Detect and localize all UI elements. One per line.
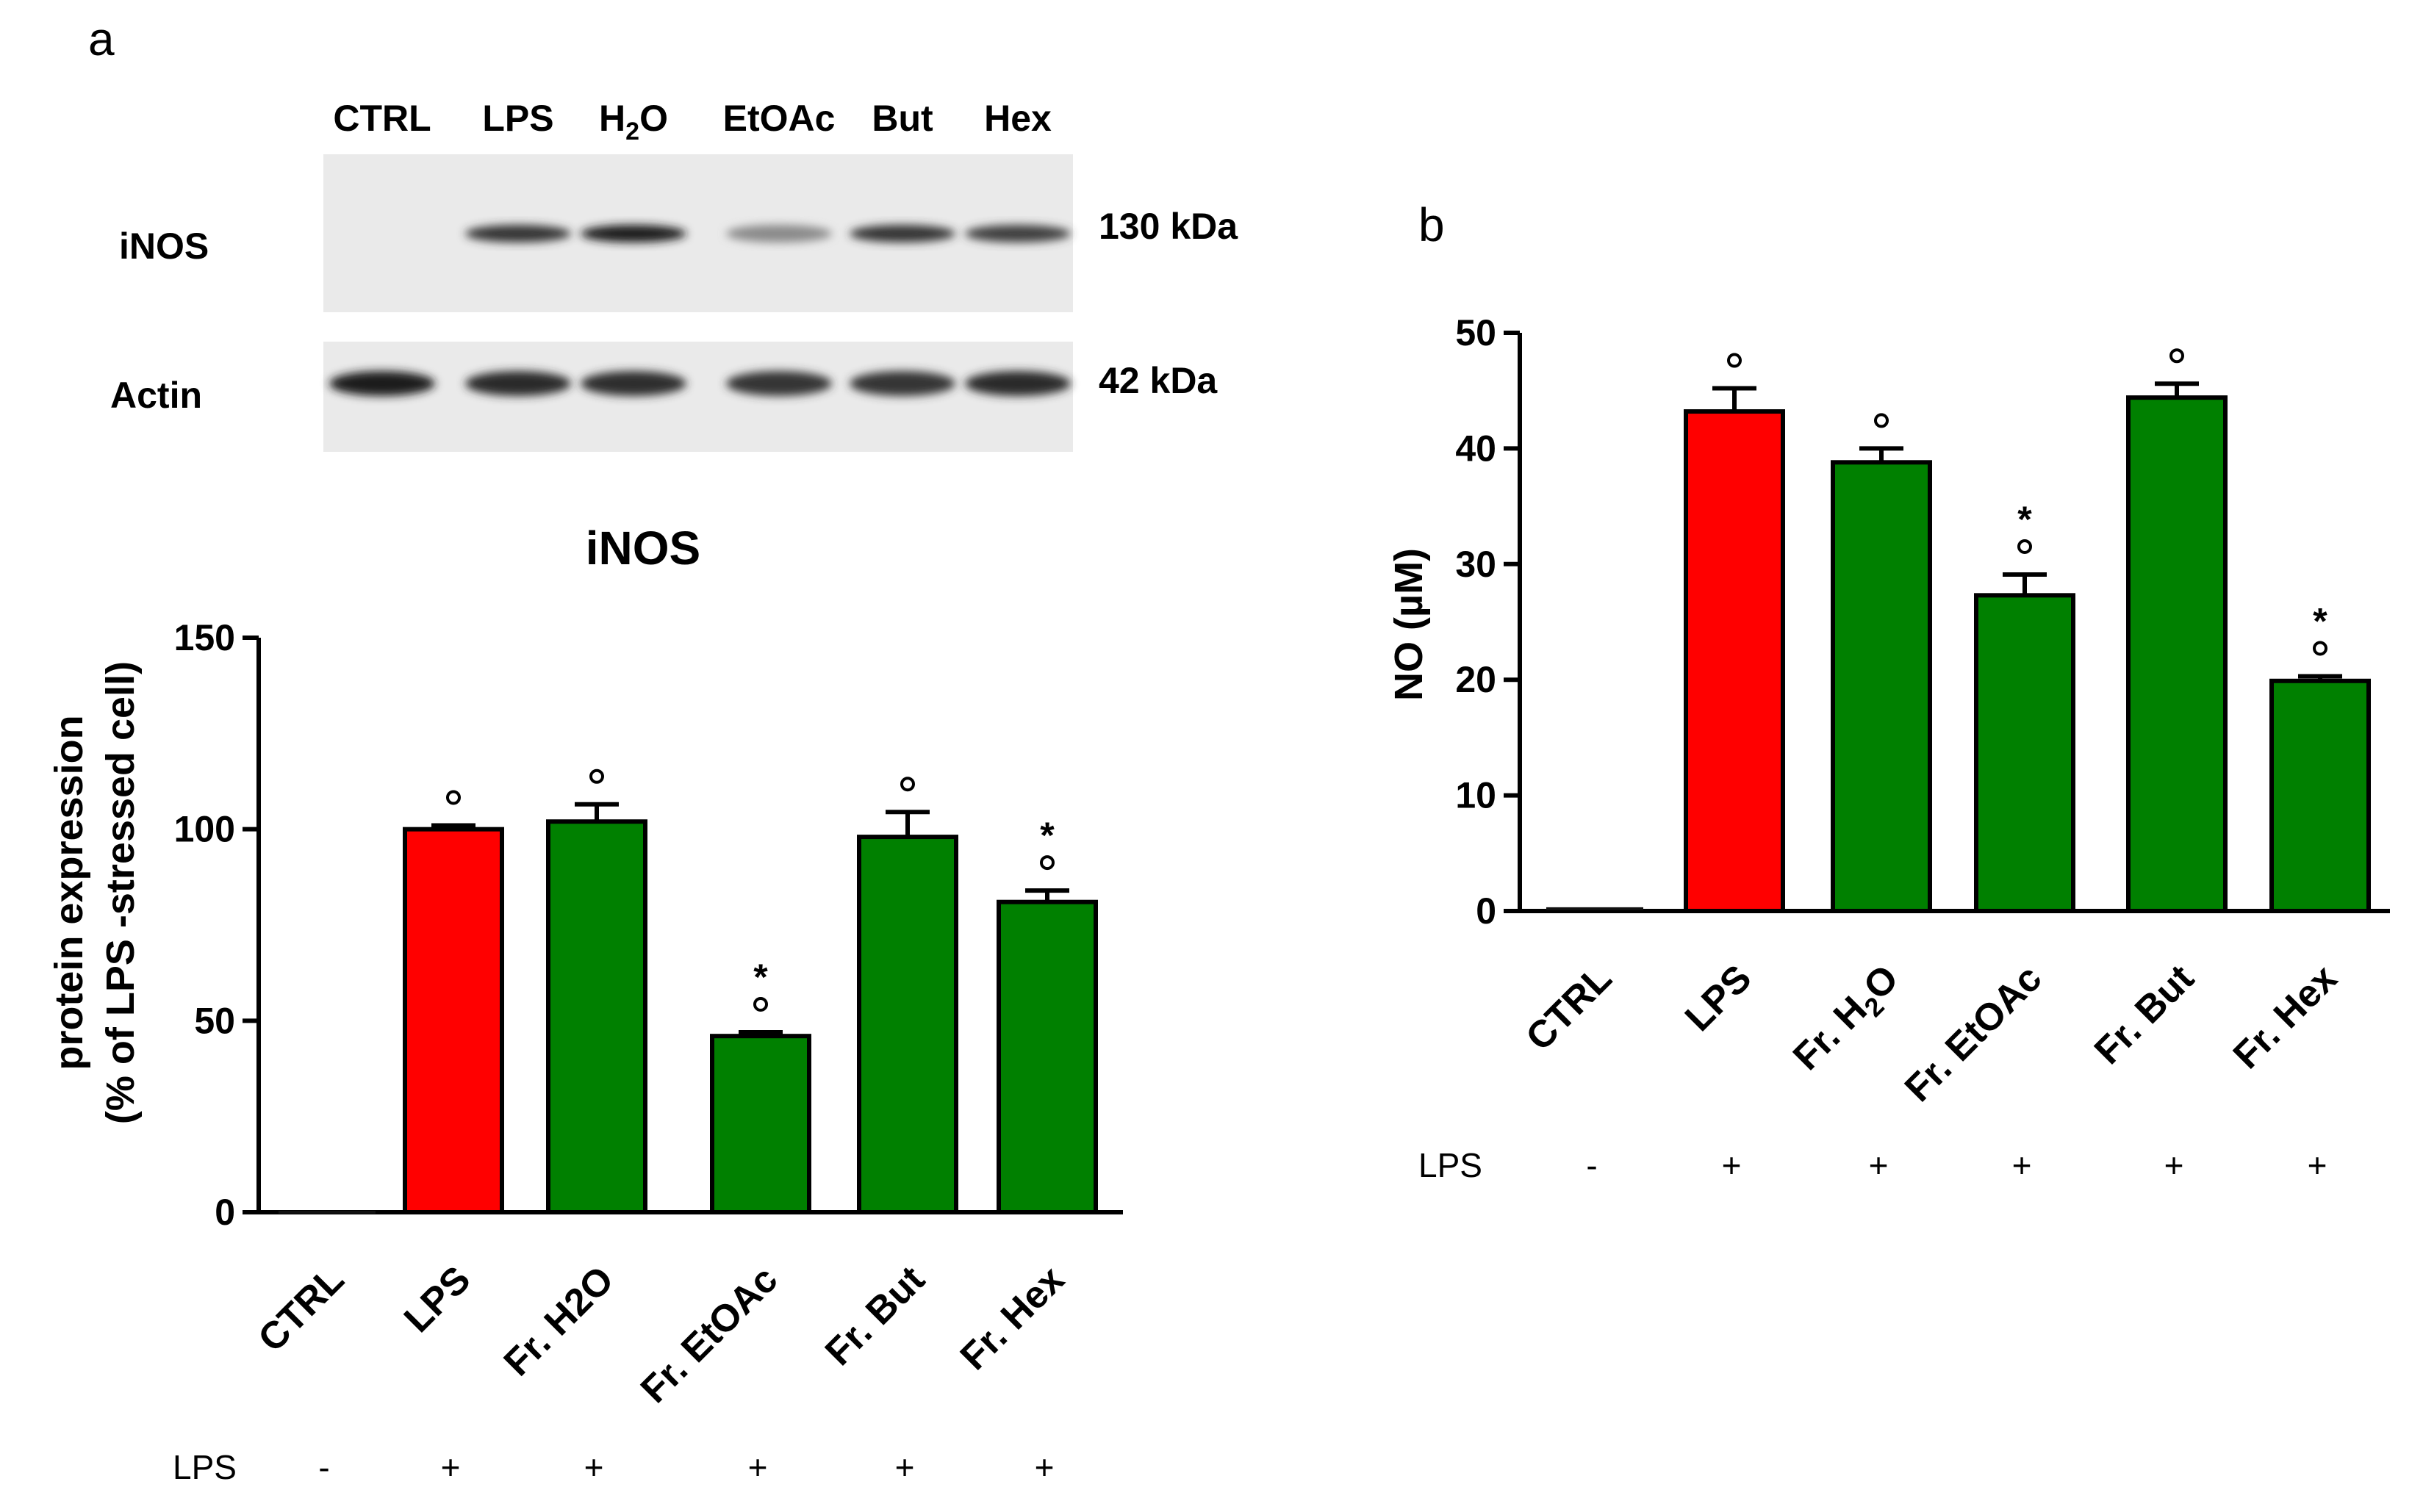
chart-b-ytick-label: 50 (1455, 312, 1496, 353)
chart-b-lps-sign-2: + (1869, 1146, 1889, 1184)
chart-b-xtick-label-5: Fr. Hex (2225, 957, 2346, 1077)
chart-b-xtick-label-2: Fr. H2O (1785, 957, 1911, 1082)
chart-a-circle-marker-1 (446, 790, 461, 805)
chart-b-bar-5 (2269, 678, 2371, 913)
chart-a-star-marker-5: * (1040, 815, 1055, 856)
chart-b-ytick-label: 30 (1455, 544, 1496, 585)
lane-label-lps: LPS (482, 98, 553, 139)
chart-b-circle-marker-4 (2169, 348, 2184, 364)
panel-a-label: a (88, 12, 115, 65)
inos-band-2 (581, 225, 686, 242)
blot-lane-labels: CTRL LPS H2O EtOAc But Hex (333, 98, 1052, 145)
chart-a-xtick-label-3: Fr. EtOAc (633, 1258, 786, 1411)
inos-band-5 (965, 225, 1071, 242)
chart-a-lps-sign-5: + (1035, 1448, 1055, 1486)
chart-a-ytick-label: 100 (174, 809, 235, 850)
chart-a-lps-sign-4: + (895, 1448, 915, 1486)
chart-a-lps-sign-1: + (441, 1448, 461, 1486)
actin-band-4 (850, 371, 955, 396)
chart-a-star-marker-3: * (753, 957, 768, 998)
inos-bands (465, 225, 1071, 242)
chart-a-circle-marker-2 (589, 768, 604, 784)
chart-b-ylabel: NO (µM) (1387, 548, 1431, 701)
lane-label-ctrl: CTRL (333, 98, 431, 139)
chart-b-lps-sign-5: + (2308, 1146, 2327, 1184)
actin-band-5 (965, 371, 1071, 396)
inos-chart: iNOS protein expression (% of LPS -stres… (47, 522, 1123, 1486)
blot-row-label-actin: Actin (110, 375, 202, 416)
inos-band-3 (726, 225, 832, 242)
kda-label-actin: 42 kDa (1099, 360, 1218, 401)
lane-label-but: But (872, 98, 933, 139)
chart-a-lps-sign-2: + (584, 1448, 604, 1486)
chart-b-ytick-label: 20 (1455, 659, 1496, 700)
chart-b-xtick-label-4: Fr. But (2086, 957, 2202, 1072)
kda-label-inos: 130 kDa (1099, 206, 1238, 247)
chart-b-xtick-label-3: Fr. EtOAc (1897, 957, 2050, 1110)
chart-b-bar-3 (1974, 593, 2075, 913)
chart-a-lps-row-label: LPS (173, 1448, 237, 1486)
no-chart: NO (µM) 0 10 20 30 40 50 CTRL - LPS + Fr. H2O + * Fr.… (1387, 312, 2390, 1184)
chart-b-circle-marker-3 (2017, 539, 2032, 554)
chart-a-xtick-label-0: CTRL (250, 1258, 352, 1360)
actin-band-3 (726, 371, 832, 396)
actin-bands (329, 371, 1071, 396)
actin-band-1 (465, 371, 571, 396)
chart-a-circle-marker-3 (753, 996, 768, 1012)
chart-a-ylabel-line2: (% of LPS -stressed cell) (98, 661, 143, 1124)
chart-b-ytick-label: 0 (1476, 890, 1496, 932)
chart-b-circle-marker-5 (2313, 641, 2327, 656)
chart-a-lps-sign-0: - (318, 1448, 329, 1486)
chart-b-lps-sign-0: - (1586, 1146, 1597, 1184)
chart-a-ytick-label: 0 (215, 1192, 235, 1233)
chart-b-ytick-label: 40 (1455, 428, 1496, 469)
inos-band-4 (850, 225, 955, 242)
chart-b-ytick-label: 10 (1455, 775, 1496, 816)
chart-a-xtick-label-2: Fr. H2O (496, 1258, 622, 1384)
lane-label-h2o: H2O (599, 98, 668, 145)
actin-band-0 (329, 371, 435, 396)
chart-b-circle-marker-2 (1874, 413, 1889, 428)
chart-a-xtick-label-5: Fr. Hex (952, 1258, 1073, 1378)
chart-b-bar-2 (1831, 460, 1932, 913)
chart-a-circle-marker-5 (1040, 855, 1055, 871)
actin-band-2 (581, 371, 686, 396)
inos-blot-strip (323, 154, 1073, 312)
chart-a-lps-sign-3: + (748, 1448, 768, 1486)
chart-b-bar-1 (1684, 409, 1785, 913)
lane-label-etoac: EtOAc (723, 98, 836, 139)
chart-b-lps-sign-4: + (2164, 1146, 2184, 1184)
chart-a-ytick-label: 50 (194, 1000, 235, 1041)
chart-b-star-marker-5: * (2313, 600, 2327, 641)
lane-label-hex: Hex (984, 98, 1052, 139)
chart-a-bar-3 (710, 1034, 811, 1214)
chart-a-bar-1 (403, 827, 504, 1214)
chart-b-lps-sign-1: + (1722, 1146, 1742, 1184)
chart-b-circle-marker-1 (1727, 353, 1742, 368)
panel-b-label: b (1418, 198, 1445, 251)
inos-band-1 (465, 225, 571, 242)
chart-b-lps-sign-3: + (2012, 1146, 2032, 1184)
chart-a-title: iNOS (586, 522, 700, 575)
chart-a-bar-4 (857, 835, 958, 1215)
chart-b-star-marker-3: * (2017, 499, 2032, 540)
chart-a-ytick-label: 150 (174, 617, 235, 658)
chart-a-ylabel-line1: protein expression (47, 715, 91, 1070)
chart-a-bar-5 (997, 899, 1098, 1214)
western-blot: CTRL LPS H2O EtOAc But Hex iNOS Actin 13… (110, 98, 1238, 452)
chart-b-xtick-label-1: LPS (1677, 957, 1760, 1040)
actin-blot-strip (323, 342, 1073, 452)
chart-b-bar-4 (2126, 395, 2228, 913)
chart-a-xtick-label-1: LPS (396, 1258, 479, 1341)
chart-a-bar-2 (546, 819, 647, 1214)
blot-row-label-inos: iNOS (119, 226, 209, 267)
chart-a-circle-marker-4 (900, 777, 915, 792)
chart-b-lps-row-label: LPS (1418, 1146, 1482, 1184)
chart-b-xtick-label-0: CTRL (1518, 957, 1620, 1059)
chart-a-xtick-label-4: Fr. But (817, 1258, 933, 1373)
